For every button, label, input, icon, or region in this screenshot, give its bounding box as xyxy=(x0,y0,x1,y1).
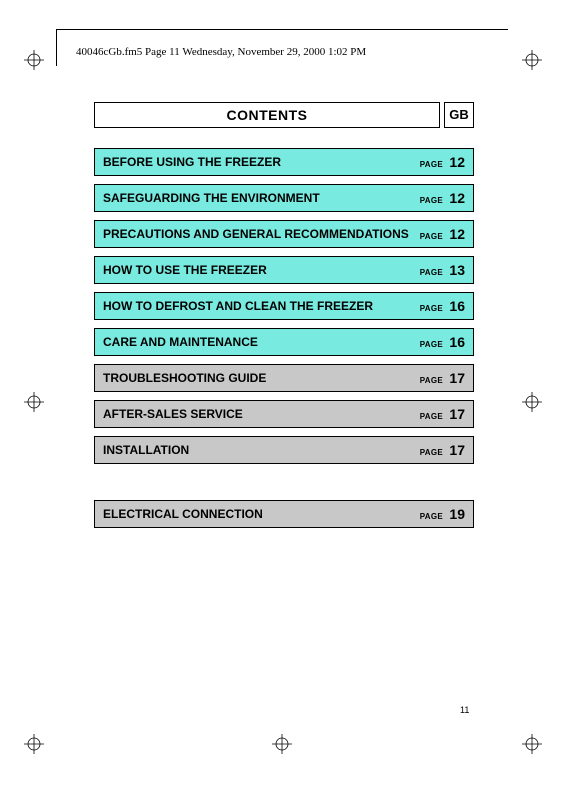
toc-item-title: PRECAUTIONS AND GENERAL RECOMMENDATIONS xyxy=(103,227,420,242)
toc-page-label: PAGE xyxy=(420,376,443,386)
document-page: 40046cGb.fm5 Page 11 Wednesday, November… xyxy=(0,0,565,800)
toc-list: BEFORE USING THE FREEZERPAGE12SAFEGUARDI… xyxy=(94,148,474,528)
toc-page-label: PAGE xyxy=(420,412,443,422)
toc-gap xyxy=(94,472,474,492)
crop-line-left xyxy=(56,29,57,66)
toc-page-number: 16 xyxy=(447,334,465,350)
toc-item-title: HOW TO DEFROST AND CLEAN THE FREEZER xyxy=(103,299,420,314)
registration-mark-icon xyxy=(24,392,44,412)
toc-item-title: ELECTRICAL CONNECTION xyxy=(103,507,420,522)
toc-item-title: TROUBLESHOOTING GUIDE xyxy=(103,371,420,386)
toc-item: TROUBLESHOOTING GUIDEPAGE 17 xyxy=(94,364,474,392)
registration-mark-icon xyxy=(24,734,44,754)
contents-region: CONTENTS GB BEFORE USING THE FREEZERPAGE… xyxy=(94,102,474,528)
toc-item: SAFEGUARDING THE ENVIRONMENTPAGE 12 xyxy=(94,184,474,212)
toc-item-title: AFTER-SALES SERVICE xyxy=(103,407,420,422)
toc-page-label: PAGE xyxy=(420,196,443,206)
toc-item: AFTER-SALES SERVICEPAGE 17 xyxy=(94,400,474,428)
toc-item: HOW TO DEFROST AND CLEAN THE FREEZERPAGE… xyxy=(94,292,474,320)
registration-mark-icon xyxy=(272,734,292,754)
toc-item-title: CARE AND MAINTENANCE xyxy=(103,335,420,350)
toc-item-title: SAFEGUARDING THE ENVIRONMENT xyxy=(103,191,420,206)
registration-mark-icon xyxy=(522,50,542,70)
page-number: 11 xyxy=(460,705,469,715)
toc-item-title: HOW TO USE THE FREEZER xyxy=(103,263,420,278)
registration-mark-icon xyxy=(24,50,44,70)
toc-item: HOW TO USE THE FREEZERPAGE 13 xyxy=(94,256,474,284)
toc-page-number: 12 xyxy=(447,226,465,242)
toc-page-number: 19 xyxy=(447,506,465,522)
toc-page-number: 17 xyxy=(447,406,465,422)
toc-page-number: 12 xyxy=(447,154,465,170)
toc-item: BEFORE USING THE FREEZERPAGE 12 xyxy=(94,148,474,176)
toc-item: CARE AND MAINTENANCEPAGE 16 xyxy=(94,328,474,356)
toc-page-number: 17 xyxy=(447,370,465,386)
toc-page-number: 17 xyxy=(447,442,465,458)
toc-item: PRECAUTIONS AND GENERAL RECOMMENDATIONSP… xyxy=(94,220,474,248)
toc-item: INSTALLATIONPAGE 17 xyxy=(94,436,474,464)
toc-page-number: 16 xyxy=(447,298,465,314)
toc-item: ELECTRICAL CONNECTIONPAGE 19 xyxy=(94,500,474,528)
toc-page-number: 12 xyxy=(447,190,465,206)
crop-line-top xyxy=(56,29,508,30)
toc-page-label: PAGE xyxy=(420,268,443,278)
toc-page-label: PAGE xyxy=(420,232,443,242)
toc-page-label: PAGE xyxy=(420,160,443,170)
language-badge: GB xyxy=(444,102,474,128)
toc-page-label: PAGE xyxy=(420,448,443,458)
registration-mark-icon xyxy=(522,734,542,754)
toc-item-title: BEFORE USING THE FREEZER xyxy=(103,155,420,170)
toc-page-label: PAGE xyxy=(420,512,443,522)
title-row: CONTENTS GB xyxy=(94,102,474,128)
toc-item-title: INSTALLATION xyxy=(103,443,420,458)
page-header-meta: 40046cGb.fm5 Page 11 Wednesday, November… xyxy=(76,46,366,58)
toc-page-label: PAGE xyxy=(420,304,443,314)
toc-page-label: PAGE xyxy=(420,340,443,350)
toc-page-number: 13 xyxy=(447,262,465,278)
registration-mark-icon xyxy=(522,392,542,412)
contents-title: CONTENTS xyxy=(94,102,440,128)
